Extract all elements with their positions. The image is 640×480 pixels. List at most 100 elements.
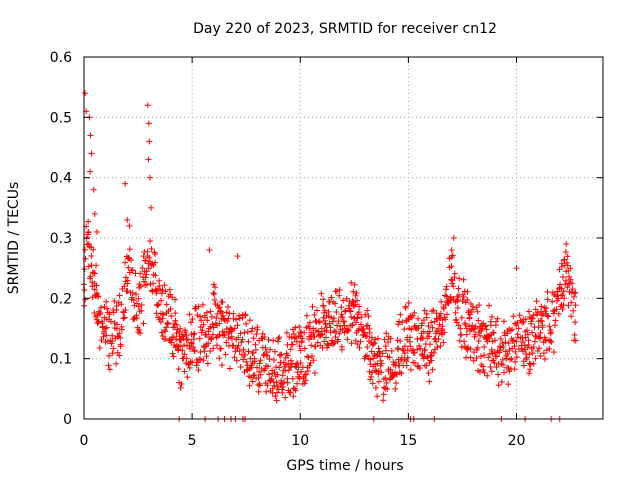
data-point xyxy=(87,168,94,175)
data-point xyxy=(377,353,384,360)
data-point xyxy=(475,338,482,345)
data-point xyxy=(117,334,124,341)
data-point xyxy=(560,301,567,308)
data-point xyxy=(82,90,89,97)
data-point xyxy=(538,303,545,310)
data-point xyxy=(568,313,575,320)
data-point xyxy=(148,204,155,211)
data-point xyxy=(474,344,481,351)
data-point xyxy=(544,312,551,319)
data-point xyxy=(191,348,198,355)
data-point xyxy=(217,345,224,352)
data-point xyxy=(273,364,280,371)
data-point xyxy=(414,336,421,343)
data-point xyxy=(319,331,326,338)
data-point xyxy=(530,343,537,350)
data-point xyxy=(162,288,169,295)
data-point xyxy=(507,356,514,363)
data-point xyxy=(534,347,541,354)
data-point xyxy=(527,361,534,368)
data-point xyxy=(336,330,343,337)
data-point xyxy=(348,313,355,320)
data-point xyxy=(226,365,233,372)
data-point xyxy=(145,156,152,163)
data-point xyxy=(286,389,293,396)
data-point xyxy=(135,303,142,310)
data-point xyxy=(505,381,512,388)
data-point xyxy=(366,329,373,336)
data-point xyxy=(338,304,345,311)
data-point xyxy=(91,210,98,217)
data-point xyxy=(571,331,578,338)
data-point xyxy=(384,386,391,393)
data-point xyxy=(454,304,461,311)
data-point xyxy=(480,367,487,374)
data-point xyxy=(507,327,514,334)
data-point xyxy=(557,281,564,288)
data-point xyxy=(424,354,431,361)
data-point xyxy=(299,335,306,342)
data-point xyxy=(106,366,113,373)
data-point xyxy=(280,379,287,386)
data-point xyxy=(402,304,409,311)
data-point xyxy=(417,345,424,352)
data-point xyxy=(228,335,235,342)
data-point xyxy=(548,338,555,345)
data-point xyxy=(506,346,513,353)
data-point xyxy=(415,315,422,322)
data-point xyxy=(210,324,217,331)
data-point xyxy=(170,353,177,360)
data-point xyxy=(102,325,109,332)
data-point xyxy=(374,393,381,400)
y-tick-label: 0.6 xyxy=(50,50,72,66)
data-point xyxy=(460,293,467,300)
data-point xyxy=(510,313,517,320)
data-point xyxy=(511,343,518,350)
data-point xyxy=(148,245,155,252)
data-point xyxy=(558,260,565,267)
x-tick-label: 15 xyxy=(399,433,417,449)
data-point xyxy=(543,305,550,312)
data-point xyxy=(120,315,127,322)
data-point xyxy=(90,186,97,193)
data-point xyxy=(266,371,273,378)
data-point xyxy=(531,338,538,345)
data-point xyxy=(488,313,495,320)
data-point xyxy=(186,364,193,371)
data-point xyxy=(378,369,385,376)
data-point xyxy=(268,375,275,382)
data-point xyxy=(276,364,283,371)
data-point xyxy=(443,283,450,290)
data-point xyxy=(245,348,252,355)
data-point xyxy=(332,300,339,307)
data-point xyxy=(561,256,568,263)
data-point xyxy=(257,382,264,389)
data-point xyxy=(225,315,232,322)
data-point xyxy=(486,302,493,309)
data-point xyxy=(347,308,354,315)
data-point xyxy=(311,370,318,377)
data-point xyxy=(216,355,223,362)
data-point xyxy=(440,339,447,346)
data-point xyxy=(172,317,179,324)
data-point xyxy=(95,293,102,300)
data-point xyxy=(562,248,569,255)
data-point xyxy=(374,353,381,360)
data-point xyxy=(572,289,579,296)
data-point xyxy=(280,383,287,390)
data-point xyxy=(125,264,132,271)
data-point xyxy=(97,310,104,317)
data-point xyxy=(465,307,472,314)
data-point xyxy=(287,346,294,353)
data-point xyxy=(530,360,537,367)
data-point xyxy=(425,370,432,377)
data-point xyxy=(287,389,294,396)
data-point xyxy=(133,291,140,298)
data-point xyxy=(501,369,508,376)
data-point xyxy=(366,368,373,375)
data-point xyxy=(460,276,467,283)
y-tick-label: 0.2 xyxy=(50,291,72,307)
data-point xyxy=(243,358,250,365)
data-point xyxy=(572,319,579,326)
data-point xyxy=(197,349,204,356)
